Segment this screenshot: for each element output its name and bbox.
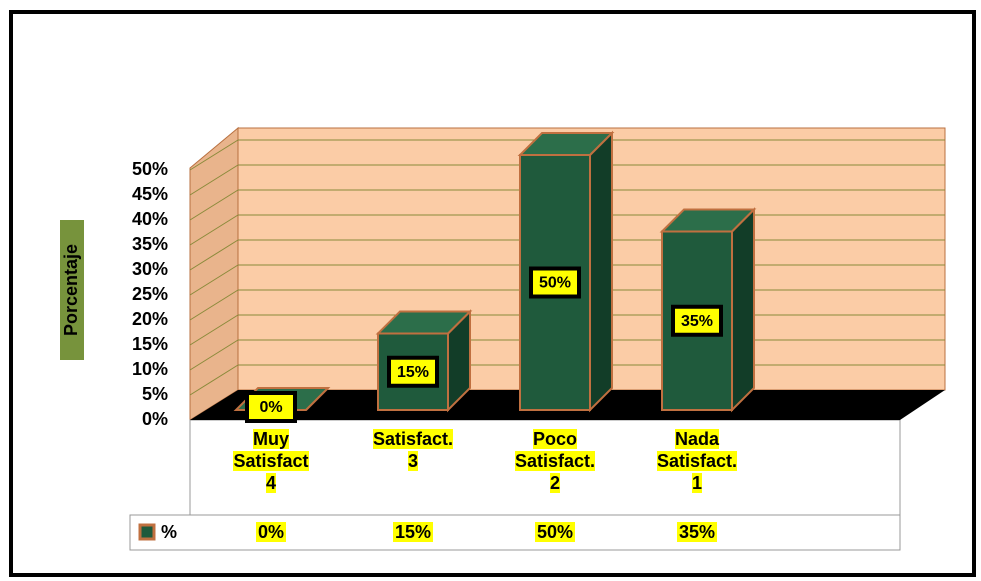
table-value: 0%: [221, 522, 321, 543]
legend-key: [138, 523, 156, 541]
y-label-bg: [60, 220, 84, 360]
x-tick-label: Muy Satisfact 4: [206, 428, 336, 494]
table-value-text: 50%: [534, 522, 576, 542]
data-label-bg: [387, 355, 439, 388]
side-grid-line: [189, 139, 239, 171]
x-tick-label: Poco Satisfact. 2: [490, 428, 620, 494]
y-tick-label: 25%: [132, 284, 168, 304]
side-grid-line: [189, 164, 239, 196]
y-tick-label: 30%: [132, 259, 168, 279]
table-value: 35%: [647, 522, 747, 543]
bar-face: [731, 207, 755, 413]
x-tick-label-text: Nada Satisfact. 1: [656, 429, 738, 493]
side-grid-line: [189, 364, 239, 396]
data-label: 50%: [539, 275, 571, 292]
y-axis-label: Porcentaje: [61, 244, 81, 336]
x-tick-label: Nada Satisfact. 1: [632, 428, 762, 494]
y-tick-label: 20%: [132, 309, 168, 329]
x-tick-label: Satisfact. 3: [348, 428, 478, 472]
y-tick-label: 40%: [132, 209, 168, 229]
y-tick-label: 35%: [132, 234, 168, 254]
x-tick-label-text: Poco Satisfact. 2: [514, 429, 596, 493]
x-tick-label-text: Muy Satisfact 4: [233, 429, 309, 493]
x-tick-label-text: Satisfact. 3: [372, 429, 454, 471]
side-wall: [189, 126, 239, 421]
side-grid-line: [189, 289, 239, 321]
table-value-text: 35%: [676, 522, 718, 542]
table-value: 15%: [363, 522, 463, 543]
side-grid-line: [189, 339, 239, 371]
data-label-bg: [671, 304, 723, 337]
side-grid-line: [189, 264, 239, 296]
y-tick-label: 5%: [142, 384, 168, 404]
side-grid-line: [189, 314, 239, 346]
y-tick-label: 15%: [132, 334, 168, 354]
y-tick-label: 45%: [132, 184, 168, 204]
bar: [517, 130, 615, 413]
data-label-bg: [245, 391, 297, 423]
bar-face: [589, 130, 613, 413]
data-label: 0%: [259, 399, 282, 416]
data-label: 35%: [681, 313, 713, 330]
side-grid-line: [189, 239, 239, 271]
y-tick-label: 10%: [132, 359, 168, 379]
y-tick-label: 0%: [142, 409, 168, 429]
legend-label: %: [161, 522, 177, 542]
side-grid-line: [189, 214, 239, 246]
data-label-bg: [529, 266, 581, 299]
y-tick-label: 50%: [132, 159, 168, 179]
table-value-text: 15%: [392, 522, 434, 542]
table-value-text: 0%: [255, 522, 286, 542]
data-label: 15%: [397, 364, 429, 381]
side-grid-line: [189, 189, 239, 221]
table-value: 50%: [505, 522, 605, 543]
